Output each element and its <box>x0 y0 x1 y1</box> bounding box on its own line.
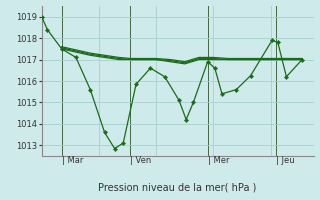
Text: | Ven: | Ven <box>130 156 152 165</box>
Text: | Mar: | Mar <box>62 156 83 165</box>
Text: | Mer: | Mer <box>208 156 229 165</box>
Text: | Jeu: | Jeu <box>276 156 295 165</box>
Text: Pression niveau de la mer( hPa ): Pression niveau de la mer( hPa ) <box>99 183 257 193</box>
